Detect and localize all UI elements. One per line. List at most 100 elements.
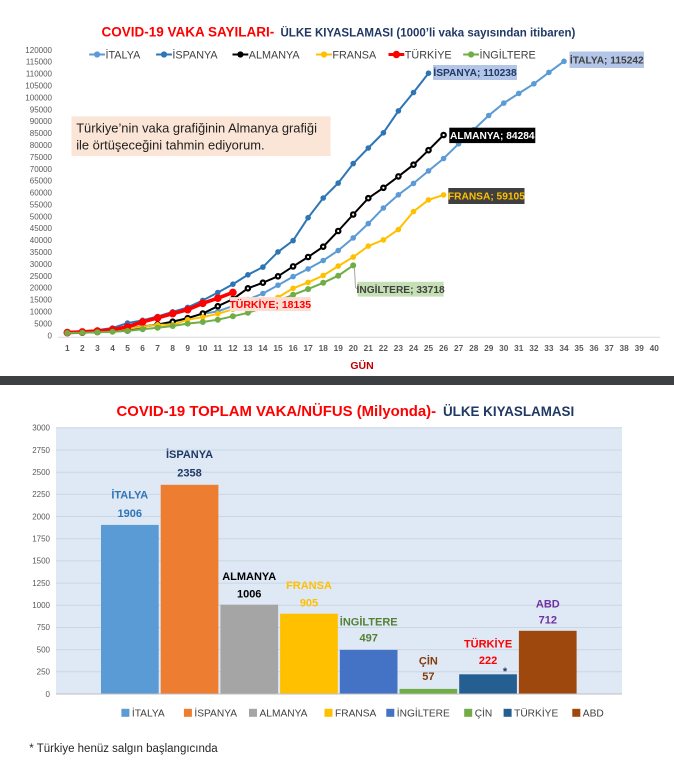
svg-text:FRANSA: FRANSA — [332, 49, 377, 61]
svg-text:712: 712 — [539, 614, 557, 626]
svg-text:* Türkiye henüz salgın başlang: * Türkiye henüz salgın başlangıcında — [29, 743, 218, 755]
svg-text:18: 18 — [319, 343, 329, 353]
svg-text:2750: 2750 — [32, 446, 50, 455]
svg-text:ÜLKE KIYASLAMASI: ÜLKE KIYASLAMASI — [443, 404, 574, 419]
svg-text:TÜRKİYE: TÜRKİYE — [464, 637, 512, 650]
svg-text:0: 0 — [46, 690, 51, 699]
svg-text:İTALYA: İTALYA — [106, 48, 142, 61]
svg-text:TÜRKİYE: TÜRKİYE — [514, 707, 558, 720]
svg-text:8: 8 — [170, 343, 175, 353]
svg-text:36: 36 — [589, 343, 599, 353]
svg-text:3: 3 — [95, 343, 100, 353]
svg-text:1750: 1750 — [32, 535, 50, 544]
svg-text:30: 30 — [499, 343, 509, 353]
svg-text:6: 6 — [140, 343, 145, 353]
svg-text:33: 33 — [544, 343, 554, 353]
svg-text:ALMANYA; 84284: ALMANYA; 84284 — [450, 131, 535, 142]
svg-text:2500: 2500 — [32, 468, 50, 477]
svg-text:2: 2 — [80, 343, 85, 353]
svg-text:26: 26 — [439, 343, 449, 353]
svg-text:115000: 115000 — [26, 58, 53, 67]
svg-text:23: 23 — [394, 343, 404, 353]
svg-text:ALMANYA: ALMANYA — [260, 709, 308, 720]
svg-text:750: 750 — [37, 623, 51, 632]
svg-text:65000: 65000 — [30, 177, 53, 186]
svg-text:12: 12 — [228, 343, 238, 353]
svg-text:10: 10 — [198, 343, 208, 353]
svg-text:COVID-19 VAKA SAYILARI-: COVID-19 VAKA SAYILARI- — [102, 25, 275, 40]
svg-text:5000: 5000 — [34, 319, 52, 328]
svg-text:1906: 1906 — [118, 508, 142, 520]
svg-text:57: 57 — [422, 671, 434, 683]
svg-text:ÇİN: ÇİN — [475, 707, 493, 720]
svg-text:80000: 80000 — [30, 141, 53, 150]
svg-text:75000: 75000 — [30, 153, 53, 162]
svg-text:31: 31 — [514, 343, 524, 353]
svg-text:1500: 1500 — [32, 557, 50, 566]
svg-text:FRANSA: FRANSA — [335, 709, 377, 720]
svg-text:905: 905 — [300, 598, 318, 610]
svg-text:100000: 100000 — [25, 93, 52, 102]
svg-text:ile örtüşeceğini tahmin ediyor: ile örtüşeceğini tahmin ediyorum. — [76, 137, 264, 152]
svg-text:1000: 1000 — [32, 601, 50, 610]
svg-text:9: 9 — [185, 343, 190, 353]
svg-text:İNGİLTERE; 33718: İNGİLTERE; 33718 — [357, 283, 445, 296]
svg-text:ALMANYA: ALMANYA — [222, 571, 276, 583]
svg-text:38: 38 — [619, 343, 629, 353]
svg-text:ABD: ABD — [583, 709, 604, 720]
svg-text:20000: 20000 — [30, 284, 53, 293]
svg-text:11: 11 — [213, 343, 222, 353]
svg-text:27: 27 — [454, 343, 464, 353]
svg-text:105000: 105000 — [25, 82, 52, 91]
svg-text:10000: 10000 — [30, 308, 53, 317]
svg-text:21: 21 — [364, 343, 374, 353]
svg-text:7: 7 — [155, 343, 160, 353]
svg-text:0: 0 — [48, 331, 53, 340]
svg-text:İNGİLTERE: İNGİLTERE — [397, 707, 450, 720]
svg-text:İTALYA: İTALYA — [111, 488, 148, 501]
svg-text:GÜN: GÜN — [350, 359, 373, 372]
svg-text:İNGİLTERE: İNGİLTERE — [340, 615, 398, 628]
svg-text:15000: 15000 — [30, 296, 53, 305]
svg-text:15: 15 — [273, 343, 283, 353]
svg-text:90000: 90000 — [30, 117, 53, 126]
svg-text:İSPANYA: İSPANYA — [194, 707, 237, 720]
svg-text:35000: 35000 — [30, 248, 53, 257]
svg-text:17: 17 — [303, 343, 313, 353]
svg-text:20: 20 — [349, 343, 359, 353]
svg-text:35: 35 — [574, 343, 584, 353]
svg-text:2000: 2000 — [32, 512, 50, 521]
svg-text:5: 5 — [125, 343, 130, 353]
svg-text:32: 32 — [529, 343, 539, 353]
svg-text:2250: 2250 — [32, 490, 50, 499]
svg-text:60000: 60000 — [30, 189, 53, 198]
svg-text:ALMANYA: ALMANYA — [249, 49, 301, 61]
svg-text:45000: 45000 — [30, 224, 53, 233]
svg-text:222: 222 — [479, 655, 497, 667]
svg-text:13: 13 — [243, 343, 253, 353]
svg-text:37: 37 — [604, 343, 614, 353]
svg-text:Türkiye’nin vaka grafiğinin Al: Türkiye’nin vaka grafiğinin Almanya graf… — [76, 120, 317, 135]
svg-text:24: 24 — [409, 343, 419, 353]
svg-text:34: 34 — [559, 343, 569, 353]
svg-text:4: 4 — [110, 343, 115, 353]
svg-text:70000: 70000 — [30, 165, 53, 174]
svg-text:25: 25 — [424, 343, 434, 353]
svg-text:İSPANYA: İSPANYA — [166, 448, 213, 461]
svg-text:İTALYA: İTALYA — [132, 707, 165, 720]
svg-text:95000: 95000 — [30, 105, 53, 114]
svg-text:40: 40 — [650, 343, 660, 353]
svg-text:İTALYA; 115242: İTALYA; 115242 — [570, 54, 644, 67]
svg-text:30000: 30000 — [30, 260, 53, 269]
svg-text:39: 39 — [635, 343, 645, 353]
svg-text:497: 497 — [360, 633, 378, 645]
svg-text:14: 14 — [258, 343, 268, 353]
svg-text:120000: 120000 — [25, 46, 52, 55]
svg-text:COVID-19 TOPLAM VAKA/NÜFUS (Mi: COVID-19 TOPLAM VAKA/NÜFUS (Milyonda)- — [117, 403, 437, 420]
svg-text:İNGİLTERE: İNGİLTERE — [480, 48, 536, 61]
svg-text:2358: 2358 — [177, 468, 201, 480]
svg-text:TÜRKİYE: TÜRKİYE — [405, 48, 452, 61]
svg-text:FRANSA: FRANSA — [286, 580, 332, 592]
svg-text:1006: 1006 — [237, 589, 261, 601]
svg-text:40000: 40000 — [30, 236, 53, 245]
